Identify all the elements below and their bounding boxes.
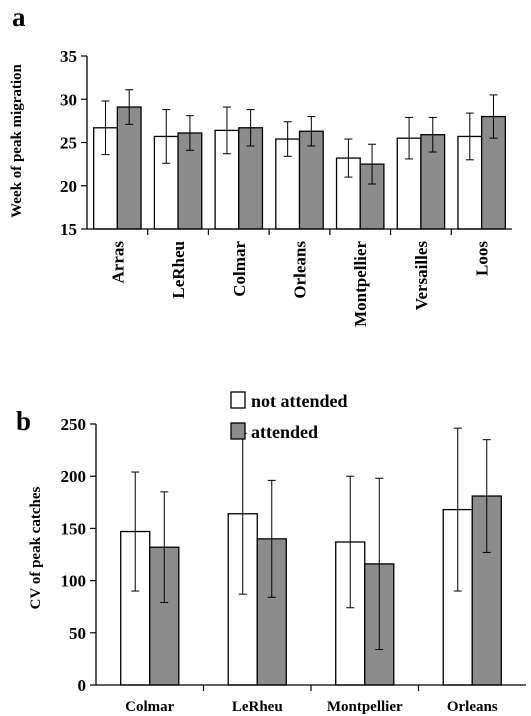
panel-a-category-label: Loos [473, 241, 492, 276]
panel-a-category-label: LeRheu [169, 241, 188, 299]
legend-swatch-attended [230, 422, 246, 440]
panel-b-y-axis-label: CV of peak catches [28, 487, 44, 610]
panel-a-y-tick-label: 20 [60, 177, 77, 196]
panel-a-x-axis: Arras LeRheu Colmar Orleans Montpellier Versa… [108, 241, 491, 327]
panel-a-bars [93, 89, 506, 230]
panel-b-y-tick-label: 200 [61, 467, 87, 486]
panel-b-y-tick-label: 150 [61, 519, 87, 538]
panel-b-y-tick-label: 100 [61, 572, 87, 591]
panel-b-x-axis: Colmar LeRheu Montpellier Orleans [125, 699, 498, 715]
panel-b-category-label: Montpellier [327, 699, 403, 715]
panel-a-y-tick-label: 25 [60, 134, 77, 153]
legend-swatch-not-attended [230, 391, 246, 409]
panel-b-y-tick-label: 250 [61, 415, 87, 434]
panel-b-chart: b CV of peak catches 0 50 100 150 200 250 Col… [16, 391, 526, 715]
panel-b-letter: b [16, 406, 31, 436]
legend-label-attended: attended [251, 422, 318, 442]
panel-a-chart: a Week of peak migration 15 20 25 30 35 Arra… [9, 2, 512, 327]
panel-a-category-label: Orleans [291, 241, 310, 299]
panel-a-letter: a [12, 2, 26, 32]
panel-b-axes [95, 424, 526, 691]
panel-a-category-label: Colmar [230, 241, 249, 297]
panel-a-y-tick-label: 15 [60, 220, 77, 239]
panel-b-category-label: Orleans [447, 699, 498, 715]
panel-a-bar-attended [116, 106, 142, 230]
panel-a-y-tick-label: 35 [60, 47, 77, 66]
panel-a-y-axis: 15 20 25 30 35 [60, 47, 87, 239]
panel-a-category-label: Montpellier [351, 241, 370, 327]
panel-b-y-tick-label: 50 [69, 624, 86, 643]
legend-label-not-attended: not attended [251, 391, 348, 411]
panel-b-bars [120, 427, 502, 686]
panel-b-legend: not attended attended [230, 391, 348, 442]
panel-b-y-axis: 0 50 100 150 200 250 [61, 415, 96, 695]
panel-a-y-tick-label: 30 [60, 90, 77, 109]
panel-a-category-label: Versailles [412, 241, 431, 311]
panel-b-y-tick-label: 0 [78, 676, 87, 695]
panel-a-axes [86, 56, 512, 235]
panel-a-category-label: Arras [108, 241, 127, 284]
panel-b-category-label: LeRheu [232, 699, 283, 715]
panel-a-y-axis-label: Week of peak migration [9, 63, 25, 217]
panel-b-category-label: Colmar [125, 699, 174, 715]
